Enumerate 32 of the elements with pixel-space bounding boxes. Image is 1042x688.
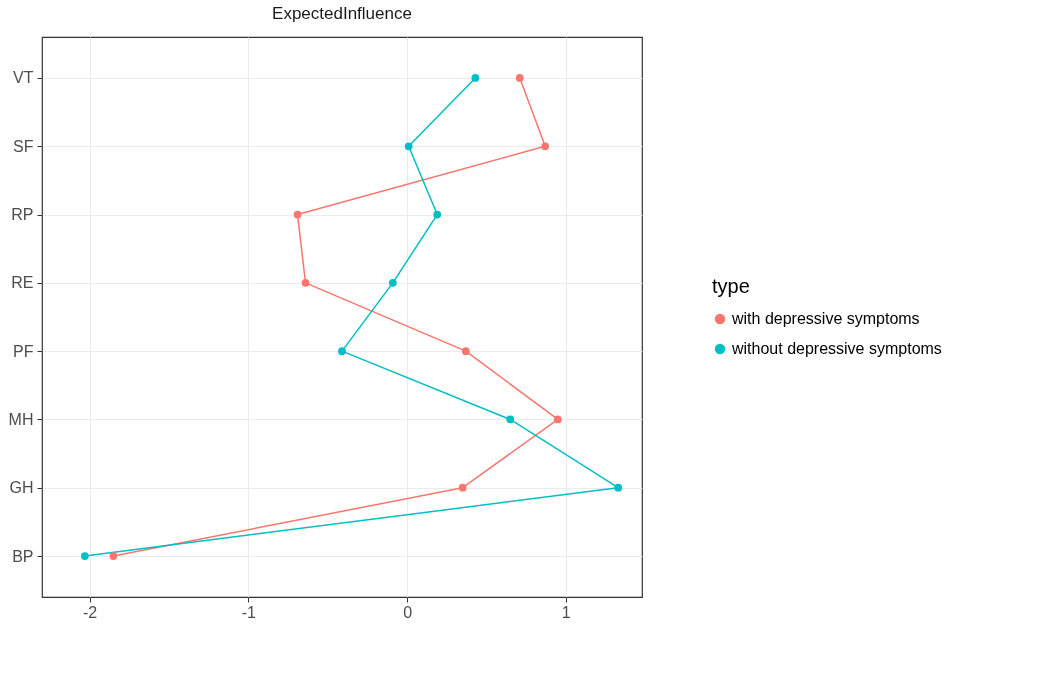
point — [388, 278, 397, 287]
point — [80, 552, 89, 560]
y-tick-label: RP — [11, 206, 34, 224]
legend-label: with depressive symptoms — [731, 310, 920, 327]
legend-label: without depressive symptoms — [731, 340, 942, 357]
point — [461, 347, 470, 356]
y-tick-label: BP — [12, 547, 34, 565]
point — [506, 415, 515, 424]
point — [554, 415, 562, 424]
legend-title: type — [712, 275, 750, 297]
y-tick-label: MH — [8, 410, 34, 428]
y-tick-label: PF — [13, 342, 34, 360]
x-tick-label: -1 — [241, 603, 257, 621]
y-tick-label: SF — [13, 137, 34, 155]
point — [109, 552, 118, 560]
point — [458, 483, 467, 492]
point — [433, 210, 442, 219]
point — [293, 210, 302, 219]
y-tick-label: VT — [13, 69, 34, 87]
point — [338, 347, 346, 356]
chart-title: ExpectedInfluence — [272, 4, 412, 23]
point — [614, 483, 623, 492]
x-tick-label: 0 — [403, 603, 413, 621]
x-tick-label: 1 — [561, 603, 571, 621]
point — [515, 74, 524, 82]
point — [404, 142, 413, 151]
point — [471, 74, 480, 82]
point — [301, 278, 310, 287]
point — [541, 142, 550, 151]
y-tick-label: RE — [11, 274, 34, 292]
x-tick-label: -2 — [83, 603, 98, 621]
y-tick-label: GH — [9, 479, 34, 497]
